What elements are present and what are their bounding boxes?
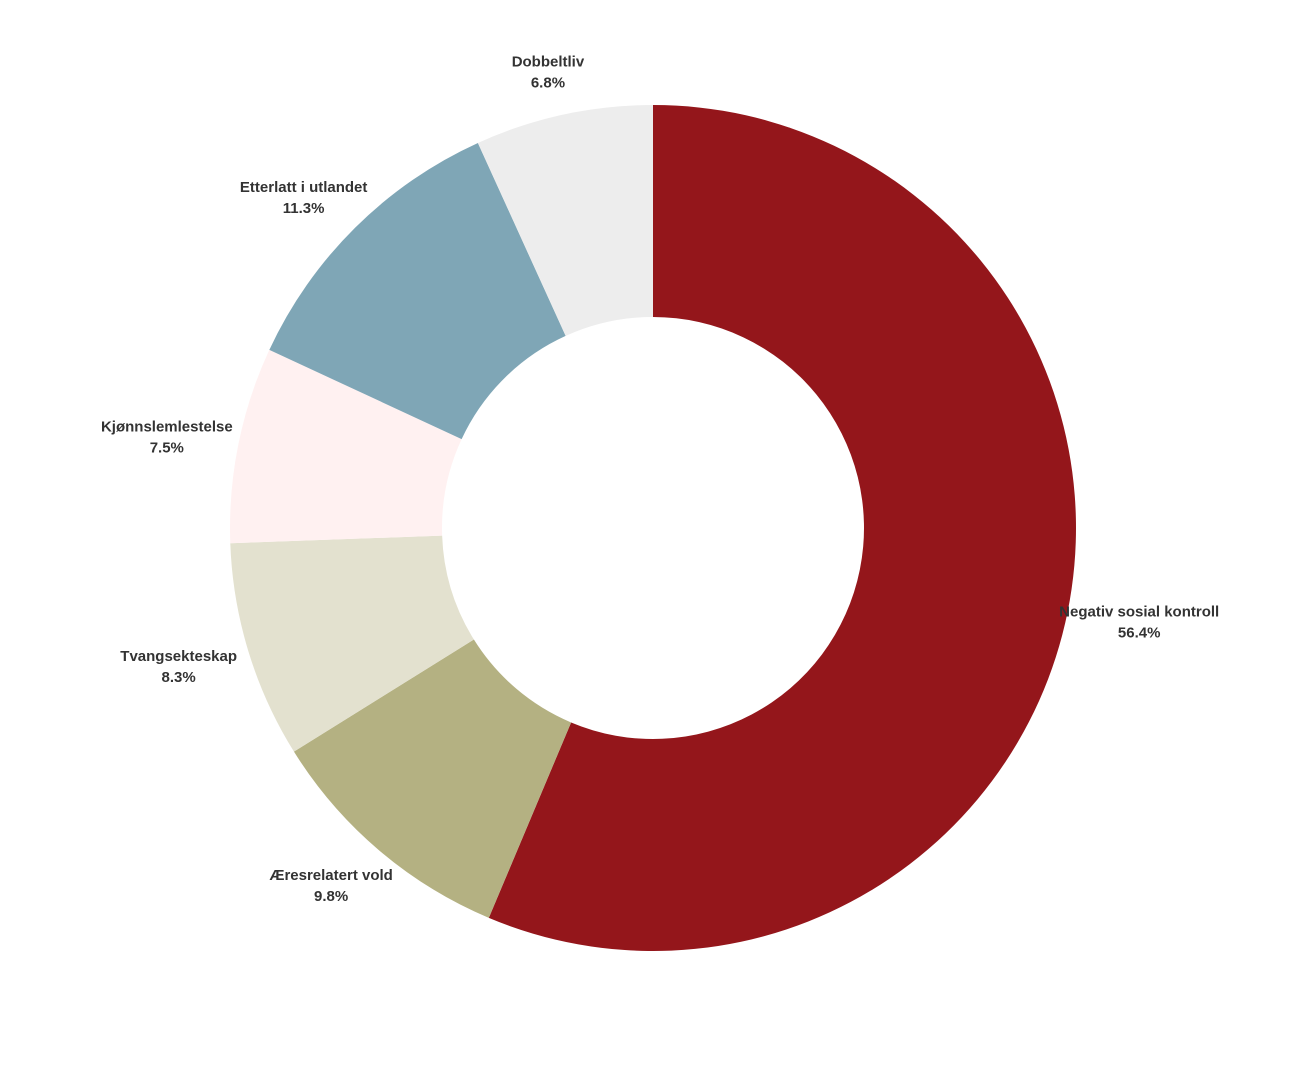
slice-label-kjonnslemlestelse: Kjønnslemlestelse 7.5% xyxy=(101,418,233,456)
slice-aeresrelatert-vold xyxy=(293,639,572,918)
slice-label-value: 8.3% xyxy=(162,669,196,686)
slice-label-name: Negativ sosial kontroll xyxy=(1059,604,1219,621)
slice-dobbeltliv xyxy=(477,105,653,336)
slice-label-aeresrelatert-vold: Æresrelatert vold 9.8% xyxy=(269,867,392,905)
slice-tvangsekteskap xyxy=(230,535,474,752)
slice-label-name: Kjønnslemlestelse xyxy=(101,418,233,435)
slice-label-value: 56.4% xyxy=(1118,625,1161,642)
slice-negativ-sosial-kontroll xyxy=(488,105,1076,952)
slice-label-value: 9.8% xyxy=(314,888,348,905)
slice-etterlatt-i-utlandet xyxy=(269,142,566,440)
slice-label-negativ-sosial-kontroll: Negativ sosial kontroll 56.4% xyxy=(1059,604,1219,642)
slice-label-etterlatt-i-utlandet: Etterlatt i utlandet 11.3% xyxy=(240,179,368,217)
slice-label-value: 6.8% xyxy=(531,75,565,92)
slice-label-name: Dobbeltliv xyxy=(512,54,585,71)
slices-layer xyxy=(230,105,1076,952)
slice-label-value: 11.3% xyxy=(283,200,325,217)
slice-label-tvangsekteskap: Tvangsekteskap 8.3% xyxy=(120,648,237,686)
slice-label-name: Æresrelatert vold xyxy=(269,867,392,884)
slice-label-dobbeltliv: Dobbeltliv 6.8% xyxy=(512,54,585,92)
labels-layer: Negativ sosial kontroll 56.4% Æresrelatert… xyxy=(101,54,1219,905)
slice-label-name: Tvangsekteskap xyxy=(120,648,237,665)
slice-label-name: Etterlatt i utlandet xyxy=(240,179,368,196)
slice-label-value: 7.5% xyxy=(150,439,184,456)
slice-kjonnslemlestelse xyxy=(230,349,462,544)
